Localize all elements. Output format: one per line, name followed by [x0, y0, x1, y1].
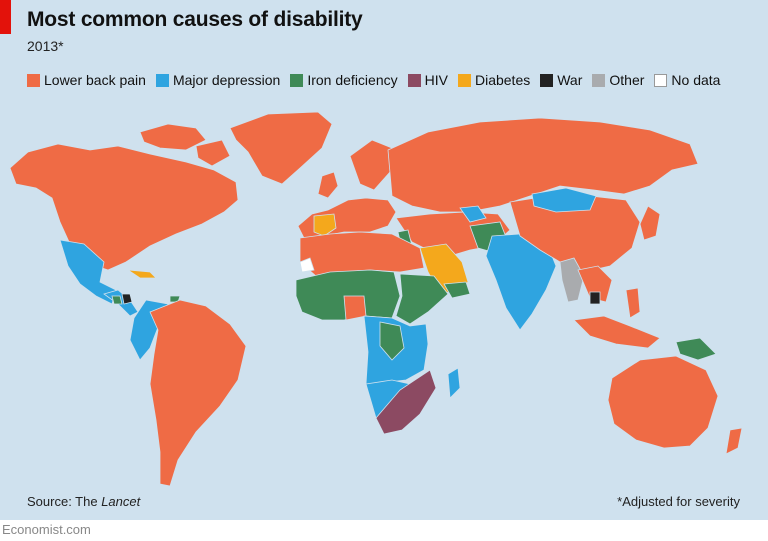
footnote: *Adjusted for severity — [617, 494, 740, 509]
legend-item-diabetes: Diabetes — [457, 72, 531, 88]
north-africa-region — [299, 231, 425, 277]
west-africa-orange-region — [343, 295, 367, 321]
legend-swatch-diabetes — [457, 73, 471, 87]
south-america-region — [149, 299, 247, 487]
mongolia-region — [531, 187, 597, 213]
central-america-war-region — [121, 293, 133, 305]
legend-swatch-other — [592, 73, 606, 87]
legend: Lower back pain Major depression Iron de… — [27, 70, 730, 90]
iberia-diabetes-region — [313, 213, 337, 237]
philippines-region — [625, 287, 641, 319]
europe-west-region — [297, 197, 397, 239]
horn-africa-region — [395, 273, 449, 325]
chart-title: Most common causes of disability — [27, 8, 363, 31]
western-sahara-nodata-region — [299, 257, 315, 273]
source-name: Lancet — [101, 494, 141, 509]
legend-swatch-hiv — [407, 73, 421, 87]
scandinavia-region — [349, 139, 393, 191]
southern-africa-hiv-region — [375, 369, 437, 435]
central-africa-iron-region — [379, 321, 405, 361]
new-zealand-region — [725, 427, 743, 455]
legend-swatch-war — [540, 73, 554, 87]
legend-item-hiv: HIV — [407, 72, 448, 88]
legend-label: Major depression — [172, 72, 281, 88]
new-guinea-region — [675, 337, 717, 361]
indonesia-region — [573, 315, 661, 349]
world-map — [9, 111, 743, 487]
legend-item-no-data: No data — [654, 72, 720, 88]
greenland-region — [229, 111, 333, 185]
legend-label: No data — [671, 72, 721, 88]
japan-korea-region — [639, 205, 661, 241]
brand-accent-tab — [0, 0, 11, 34]
arctic-islands-region — [195, 139, 231, 167]
legend-label: Diabetes — [474, 72, 531, 88]
legend-label: HIV — [424, 72, 448, 88]
source-note: Source: The Lancet — [27, 494, 140, 509]
legend-swatch-iron-deficiency — [290, 73, 304, 87]
legend-label: Other — [609, 72, 645, 88]
legend-item-iron-deficiency: Iron deficiency — [290, 72, 398, 88]
arctic-islands-region — [139, 123, 207, 151]
legend-item-other: Other — [592, 72, 644, 88]
cuba-region — [127, 269, 157, 279]
caucasus-depression-region — [459, 205, 487, 223]
legend-swatch-no-data — [654, 73, 668, 87]
chart-subtitle: 2013* — [27, 38, 64, 54]
southeast-asia-region — [577, 265, 613, 303]
legend-item-lower-back-pain: Lower back pain — [27, 72, 146, 88]
north-america-region — [9, 143, 239, 271]
uk-region — [317, 171, 339, 199]
legend-swatch-lower-back-pain — [27, 73, 40, 87]
legend-label: Lower back pain — [44, 72, 146, 88]
madagascar-region — [447, 367, 461, 399]
legend-item-war: War — [540, 72, 582, 88]
yemen-oman-region — [443, 281, 471, 299]
southeast-asia-war-region — [589, 291, 601, 305]
source-prefix: Source: The — [27, 494, 102, 509]
central-america-iron-region — [111, 295, 123, 305]
legend-item-major-depression: Major depression — [155, 72, 281, 88]
brand-label: Economist.com — [2, 522, 91, 537]
legend-label: War — [557, 72, 583, 88]
russia-region — [387, 117, 699, 213]
legend-swatch-major-depression — [155, 73, 169, 87]
southeast-asia-other-region — [559, 257, 585, 303]
australia-region — [607, 355, 719, 449]
legend-label: Iron deficiency — [307, 72, 398, 88]
